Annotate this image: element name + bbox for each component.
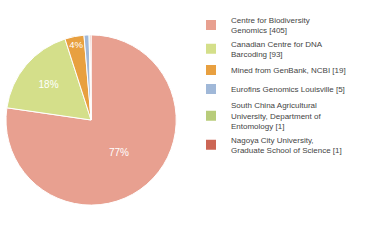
svg-text:Mined from GenBank, NCBI [19]: Mined from GenBank, NCBI [19]: [231, 66, 346, 75]
svg-text:Centre for BiodiversityGenomic: Centre for BiodiversityGenomics [405]: [231, 16, 310, 35]
svg-text:18%: 18%: [39, 79, 59, 90]
svg-text:Nagoya City University,Graduat: Nagoya City University,Graduate School o…: [231, 136, 342, 155]
svg-text:Canadian Centre for DNABarcodi: Canadian Centre for DNABarcoding [93]: [231, 40, 323, 59]
svg-text:Eurofins Genomics Louisville [: Eurofins Genomics Louisville [5]: [231, 85, 345, 94]
svg-text:77%: 77%: [109, 147, 129, 158]
svg-text:South China AgriculturalUniver: South China AgriculturalUniversity, Depa…: [231, 101, 321, 131]
svg-text:4%: 4%: [69, 39, 83, 50]
